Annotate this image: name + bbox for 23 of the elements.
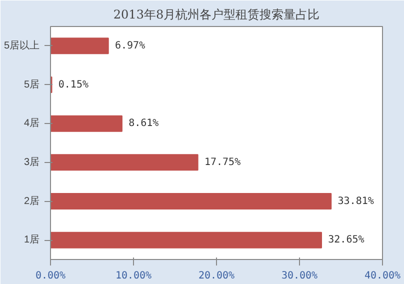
data-label: 32.65% xyxy=(328,234,364,246)
data-label: 6.97% xyxy=(114,40,146,52)
x-tick-label: 30.00% xyxy=(281,270,318,282)
bar xyxy=(50,232,322,248)
chart-title: 2013年8月杭州各户型租赁搜索量占比 xyxy=(113,8,320,22)
data-label: 33.81% xyxy=(338,196,374,207)
x-tick-label: 40.00% xyxy=(364,270,401,282)
bar xyxy=(50,154,198,171)
bar xyxy=(50,38,109,54)
x-tick-label: 20.00% xyxy=(198,270,235,282)
y-tick-label: 2居 xyxy=(24,196,40,207)
x-tick-label: 10.00% xyxy=(115,270,152,282)
bar xyxy=(50,192,332,210)
data-label: 8.61% xyxy=(128,118,159,130)
data-label: 17.75% xyxy=(204,156,241,168)
y-tick-label: 3居 xyxy=(24,156,40,168)
x-tick-label: 0.00% xyxy=(35,270,66,282)
y-tick-label: 1居 xyxy=(24,234,40,246)
y-tick-label: 5居 xyxy=(24,79,40,90)
y-tick-label: 5居以上 xyxy=(4,39,40,52)
y-tick-label: 4居 xyxy=(24,118,40,130)
data-label: 0.15% xyxy=(58,79,88,90)
bar xyxy=(50,115,122,132)
